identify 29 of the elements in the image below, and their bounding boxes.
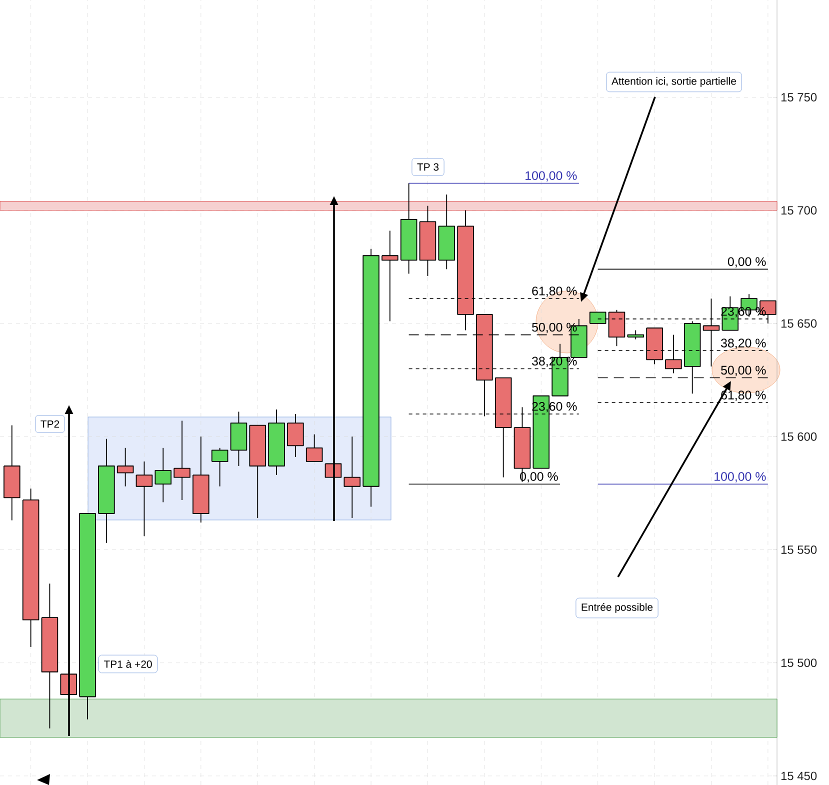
series-label: 38,20 % (721, 338, 766, 349)
annotation: TP2 (40, 420, 60, 428)
annotation: Entrée possible (582, 603, 653, 613)
annotation: TP1 à +20 (104, 660, 152, 668)
candlestick (154, 447, 172, 503)
candlestick (287, 414, 304, 458)
y-tick-label: 15 750 (781, 93, 817, 102)
series-label: 61,80 % (532, 286, 577, 297)
candlestick (116, 447, 134, 487)
candlestick (382, 230, 398, 322)
y-tick-label: 15 600 (781, 432, 817, 441)
candlestick (344, 436, 361, 518)
candlestick (211, 447, 228, 487)
series-label: 50,00 % (532, 322, 577, 334)
candlestick (174, 420, 190, 500)
y-tick-label: 15 500 (781, 658, 817, 668)
series-label: 0,00 % (728, 257, 766, 268)
candlestick (306, 434, 323, 462)
series-label: 100,00 % (714, 472, 766, 482)
y-tick-label: 15 450 (781, 772, 817, 780)
candlestick (627, 330, 644, 340)
annotation: TP 3 (417, 163, 439, 171)
series-label: 100,00 % (526, 171, 577, 182)
y-tick-label: 15 700 (781, 206, 817, 215)
y-tick-label: 15 550 (781, 545, 817, 554)
annotation: Attention ici, sortie partielle (612, 77, 736, 87)
series-label: 50,00 % (721, 366, 766, 376)
y-tick-label: 15 650 (781, 319, 817, 328)
candlestick (136, 461, 153, 537)
